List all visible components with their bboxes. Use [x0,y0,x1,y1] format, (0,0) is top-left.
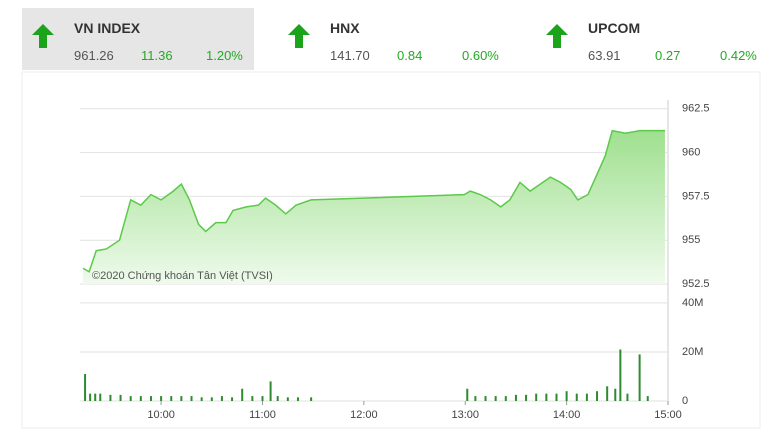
volume-bar [626,393,629,401]
volume-bar [241,388,244,401]
volume-bar [545,393,548,401]
volume-bar [180,396,183,401]
volume-bar [190,396,193,401]
index-name: VN INDEX [74,20,141,36]
volume-bar [575,393,578,401]
x-tick-label: 10:00 [147,409,175,421]
volume-bar [119,394,122,401]
y-tick-label: 0 [682,395,688,407]
up-arrow [546,24,568,48]
volume-bar [638,354,641,401]
volume-bar [606,386,609,401]
volume-bar [160,396,163,401]
x-tick-label: 12:00 [350,409,378,421]
y-tick-label: 960 [682,146,700,158]
volume-bar [170,396,173,401]
volume-bar [525,394,528,401]
index-price: 141.70 [330,48,370,63]
volume-bar [269,381,272,401]
y-tick-label: 955 [682,234,700,246]
volume-bar [504,396,507,401]
volume-bar [555,393,558,401]
volume-bar [109,394,112,401]
volume-bar [231,397,234,401]
index-change: 0.27 [655,48,681,63]
panel-border [21,71,761,429]
volume-bar [220,396,223,401]
x-tick-label: 11:00 [249,409,276,421]
index-percent: 1.20% [206,48,243,63]
volume-bar [585,393,588,401]
volume-bar [89,393,92,401]
volume-bar [596,391,599,401]
volume-bar [646,396,649,401]
index-change: 0.84 [397,48,423,63]
volume-bar [149,396,152,401]
x-tick-label: 15:00 [654,409,682,421]
volume-bar [296,397,299,401]
volume-bar [474,396,477,401]
volume-bar [535,393,538,401]
volume-bar [494,396,497,401]
up-arrow [32,24,54,48]
volume-bar [94,393,97,401]
volume-bar [139,396,142,401]
volume-bar [310,397,313,401]
index-percent: 0.42% [720,48,757,63]
copyright: ©2020 Chứng khoán Tân Việt (TVSI) [92,270,273,282]
volume-bar [261,396,264,401]
volume-bar [565,391,568,401]
y-tick-label: 962.5 [682,103,710,115]
volume-bar [619,349,622,401]
y-tick-label: 20M [682,346,703,358]
up-arrow [288,24,310,48]
x-tick-label: 13:00 [451,409,479,421]
volume-bar [129,396,132,401]
index-tile[interactable]: VN INDEX 961.26 11.36 1.20% [22,8,254,70]
index-price: 961.26 [74,48,114,63]
volume-bar [484,396,487,401]
volume-bar [286,397,289,401]
x-tick-label: 14:00 [553,409,581,421]
y-tick-label: 957.5 [682,190,710,202]
index-price: 63.91 [588,48,621,63]
index-name: UPCOM [588,20,641,36]
price-line [82,129,665,273]
volume-bar [210,397,213,401]
y-tick-label: 40M [682,297,703,309]
y-tick-label: 952.5 [682,278,710,290]
volume-bar [84,374,87,401]
volume-bar [200,397,203,401]
index-tile[interactable]: UPCOM 63.91 0.27 0.42% [536,8,768,70]
volume-bar [251,396,254,401]
index-tile[interactable]: HNX 141.70 0.84 0.60% [278,8,510,70]
area-fill [83,130,665,284]
volume-bar [466,388,469,401]
volume-bar [99,393,102,401]
volume-bar [514,394,517,401]
volume-bar [614,388,617,401]
index-name: HNX [330,20,360,36]
index-percent: 0.60% [462,48,499,63]
index-change: 11.36 [141,48,173,63]
volume-bar [276,396,279,401]
